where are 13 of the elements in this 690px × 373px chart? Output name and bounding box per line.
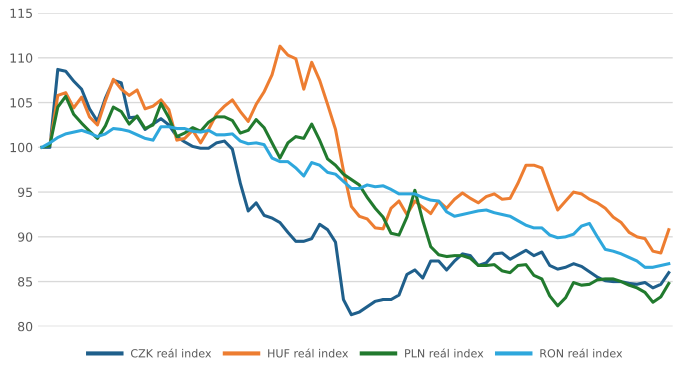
y-tick-label: 90 <box>18 232 32 242</box>
line-series <box>40 125 670 269</box>
legend-label: HUF reál index <box>268 348 348 358</box>
y-tick-label: 105 <box>10 98 32 108</box>
y-tick-label: 95 <box>18 188 32 198</box>
legend-label: PLN reál index <box>405 348 484 358</box>
legend-label: RON reál index <box>540 348 622 358</box>
y-tick-label: 110 <box>10 53 32 63</box>
legend-label: CZK reál index <box>130 348 212 358</box>
y-tick-label: 100 <box>10 142 32 152</box>
y-tick-label: 80 <box>18 322 32 332</box>
y-tick-label: 115 <box>10 8 32 18</box>
y-tick-label: 85 <box>18 277 32 287</box>
